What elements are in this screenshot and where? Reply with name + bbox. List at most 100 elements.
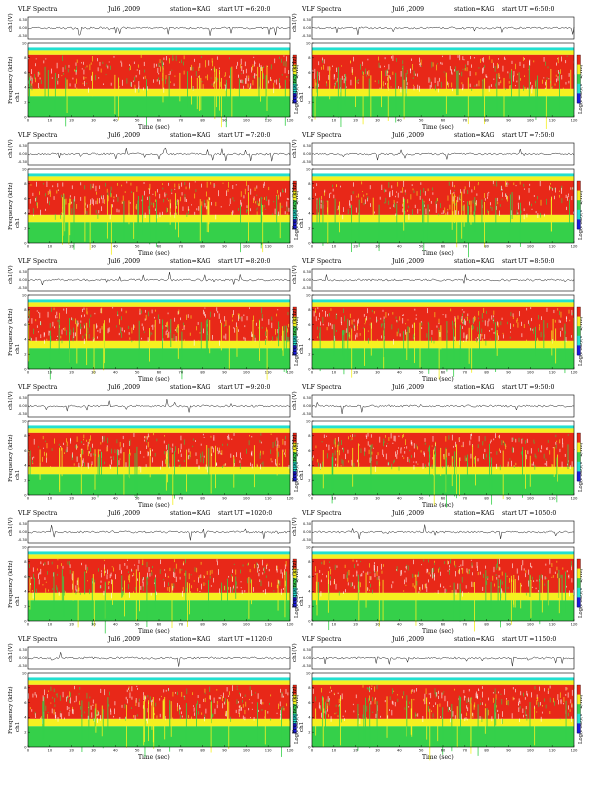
spectrogram-speckle xyxy=(201,56,203,58)
x-tick-label: 120 xyxy=(287,623,295,627)
spectrogram-speckle xyxy=(145,464,147,468)
spectrogram-speckle xyxy=(219,447,220,452)
spectrogram-speckle xyxy=(330,308,332,311)
spectrogram-speckle xyxy=(259,579,261,582)
spectrogram-speckle xyxy=(74,69,75,72)
spectrogram-speckle xyxy=(98,711,100,716)
x-tick-label: 30 xyxy=(91,497,96,501)
spectrogram-speckle xyxy=(520,210,522,214)
spectrogram-burst xyxy=(410,708,412,735)
spectrogram-burst xyxy=(168,443,170,468)
spectrogram-speckle xyxy=(49,189,51,194)
spectrogram-speckle xyxy=(177,691,178,696)
spectrogram-speckle xyxy=(174,559,175,563)
spectrogram-speckle xyxy=(141,564,143,566)
spectrogram-speckle xyxy=(93,453,94,456)
x-tick-label: 60 xyxy=(157,497,162,501)
spectrogram-band xyxy=(312,673,574,678)
spectrogram-speckle xyxy=(174,572,176,579)
spectrogram-speckle xyxy=(80,454,81,458)
spectrogram-speckle xyxy=(172,717,174,720)
spectrogram-speckle xyxy=(177,705,178,712)
spectrogram-speckle xyxy=(440,571,441,576)
spectrogram-speckle xyxy=(263,566,265,570)
wave-tick-label: -0.30 xyxy=(302,538,312,542)
spectrogram-panel-left-4: VLF Spectra Jul6 ,2009 station=KAG start UT … xyxy=(8,384,300,510)
spectrogram-speckle xyxy=(405,323,406,325)
spectrogram-speckle xyxy=(513,697,515,700)
spectrogram-speckle xyxy=(331,689,332,692)
spectrogram-speckle xyxy=(491,716,493,722)
spectrogram-burst xyxy=(99,454,100,483)
spectrogram-speckle xyxy=(64,452,65,454)
spectrogram-speckle xyxy=(356,459,358,463)
spectrogram-speckle xyxy=(376,570,378,576)
spectrogram-band xyxy=(312,551,574,555)
spectrogram-speckle xyxy=(463,332,465,339)
spectrogram-speckle xyxy=(275,329,276,335)
spectrogram-speckle xyxy=(61,194,63,198)
spectrogram-speckle xyxy=(531,86,533,90)
spectrogram-speckle xyxy=(181,192,183,196)
panel-title: VLF Spectra xyxy=(302,636,342,643)
spectrogram-speckle xyxy=(571,461,573,467)
spectrogram-speckle xyxy=(438,318,440,324)
spectrogram-speckle xyxy=(181,691,183,697)
spectrogram-speckle xyxy=(353,56,354,62)
y-tick-label: 8 xyxy=(308,560,311,564)
spectrogram-speckle xyxy=(352,559,354,562)
spectrogram-speckle xyxy=(122,435,124,440)
spectrogram-burst xyxy=(481,199,483,241)
spectrogram-speckle xyxy=(81,314,82,318)
spectrogram-speckle xyxy=(450,710,451,712)
spectrogram-burst xyxy=(459,583,461,622)
spectrogram-burst xyxy=(34,577,35,609)
spectrogram-panel-left-3: VLF Spectra Jul6 ,2009 station=KAG start UT … xyxy=(8,258,300,384)
spectrogram-speckle xyxy=(545,704,547,709)
spectrogram-speckle xyxy=(478,67,480,69)
spectrogram-speckle xyxy=(411,455,412,458)
x-tick-label: 70 xyxy=(463,119,468,123)
spectrogram-speckle xyxy=(529,183,531,186)
spectrogram-burst xyxy=(93,324,95,374)
spectrogram-speckle xyxy=(453,185,455,188)
spectrogram-burst xyxy=(365,697,366,743)
spectrogram-speckle xyxy=(568,574,570,579)
spectrogram-speckle xyxy=(273,82,275,89)
spectrogram-burst xyxy=(128,453,130,485)
spectrogram-speckle xyxy=(516,80,518,83)
spectrogram-speckle xyxy=(402,314,403,316)
spectrogram-speckle xyxy=(350,582,352,588)
spectrogram-speckle xyxy=(232,197,234,200)
spectrogram-speckle xyxy=(424,698,426,705)
spectrogram-speckle xyxy=(420,450,422,453)
spectrogram-speckle xyxy=(211,201,212,206)
spectrogram-speckle xyxy=(406,82,408,86)
spectrogram-speckle xyxy=(397,192,399,198)
spectrogram-band xyxy=(312,680,574,685)
waveform-trace xyxy=(27,26,291,36)
spectrogram-speckle xyxy=(452,88,453,92)
x-tick-label: 30 xyxy=(375,497,380,501)
spectrogram-speckle xyxy=(216,700,218,704)
panel-title: VLF Spectra xyxy=(18,6,58,13)
spectrogram-speckle xyxy=(75,585,77,591)
spectrogram-speckle xyxy=(454,189,456,192)
spectrogram-speckle xyxy=(410,194,412,200)
spectrogram-speckle xyxy=(184,695,186,700)
spectrogram-speckle xyxy=(281,58,283,63)
spectrogram-speckle xyxy=(560,574,562,579)
spectrogram-speckle xyxy=(129,452,131,456)
spectrogram-speckle xyxy=(404,193,406,195)
spectrogram-speckle xyxy=(354,564,355,569)
spectrogram-speckle xyxy=(251,702,253,704)
spectrogram-speckle xyxy=(65,449,67,453)
spectrogram-speckle xyxy=(351,319,353,325)
spectrogram-speckle xyxy=(552,575,554,578)
spectrogram-speckle xyxy=(62,691,64,698)
spectrogram-burst xyxy=(484,78,485,125)
spectrogram-speckle xyxy=(45,588,47,593)
x-tick-label: 90 xyxy=(506,371,511,375)
spectrogram-speckle xyxy=(224,463,226,466)
spectrogram-speckle xyxy=(335,712,337,714)
